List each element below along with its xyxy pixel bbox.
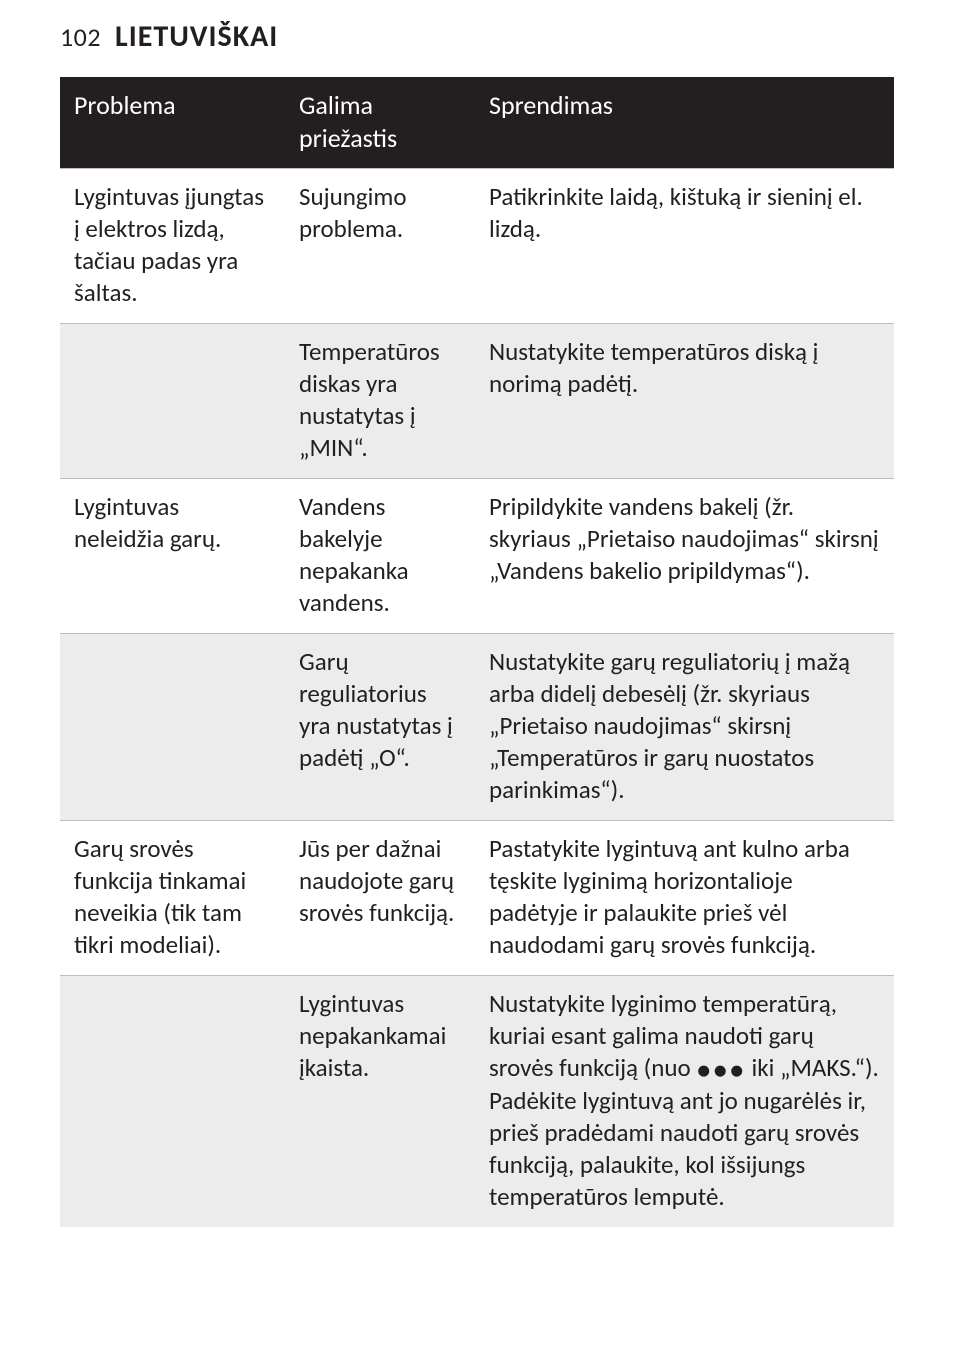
table-row: Temperatūros diskas yra nustatytas į „MI… [60,324,894,479]
cell-solution: Nustatykite lyginimo temperatūrą, kuriai… [475,976,894,1227]
troubleshooting-table: Problema Galima priežastis Sprendimas Ly… [60,77,894,1227]
three-dots-icon: ●●● [696,1056,746,1085]
table-row: Garų srovės funkcija tinkamai neveikia (… [60,821,894,976]
cell-cause: Lygintuvas nepakankamai įkaista. [285,976,475,1227]
col-header-problem: Problema [60,77,285,169]
cell-cause: Sujungimo problema. [285,169,475,324]
cell-cause: Jūs per dažnai naudojote garų srovės fun… [285,821,475,976]
cell-solution: Pripildykite vandens bakelį (žr. skyriau… [475,479,894,634]
cell-problem [60,976,285,1227]
table-header-row: Problema Galima priežastis Sprendimas [60,77,894,169]
cell-solution: Nustatykite temperatūros diską į norimą … [475,324,894,479]
page: 102 LIETUVIŠKAI Problema Galima priežast… [0,0,954,1267]
cell-cause: Temperatūros diskas yra nustatytas į „MI… [285,324,475,479]
page-title: LIETUVIŠKAI [115,18,278,55]
cell-problem: Garų srovės funkcija tinkamai neveikia (… [60,821,285,976]
page-heading: 102 LIETUVIŠKAI [60,18,894,55]
table-row: Lygintuvas neleidžia garų. Vandens bakel… [60,479,894,634]
page-number: 102 [60,21,101,53]
table-row: Lygintuvas įjungtas į elektros lizdą, ta… [60,169,894,324]
cell-solution: Patikrinkite laidą, kištuką ir sieninį e… [475,169,894,324]
cell-problem: Lygintuvas įjungtas į elektros lizdą, ta… [60,169,285,324]
col-header-cause: Galima priežastis [285,77,475,169]
cell-problem [60,634,285,821]
cell-solution: Nustatykite garų reguliatorių į mažą arb… [475,634,894,821]
col-header-solution: Sprendimas [475,77,894,169]
table-row: Garų reguliatorius yra nustatytas į padė… [60,634,894,821]
cell-solution: Pastatykite lygintuvą ant kulno arba tęs… [475,821,894,976]
cell-problem [60,324,285,479]
cell-cause: Vandens bakelyje nepakanka vandens. [285,479,475,634]
table-row: Lygintuvas nepakankamai įkaista. Nustaty… [60,976,894,1227]
cell-cause: Garų reguliatorius yra nustatytas į padė… [285,634,475,821]
cell-problem: Lygintuvas neleidžia garų. [60,479,285,634]
